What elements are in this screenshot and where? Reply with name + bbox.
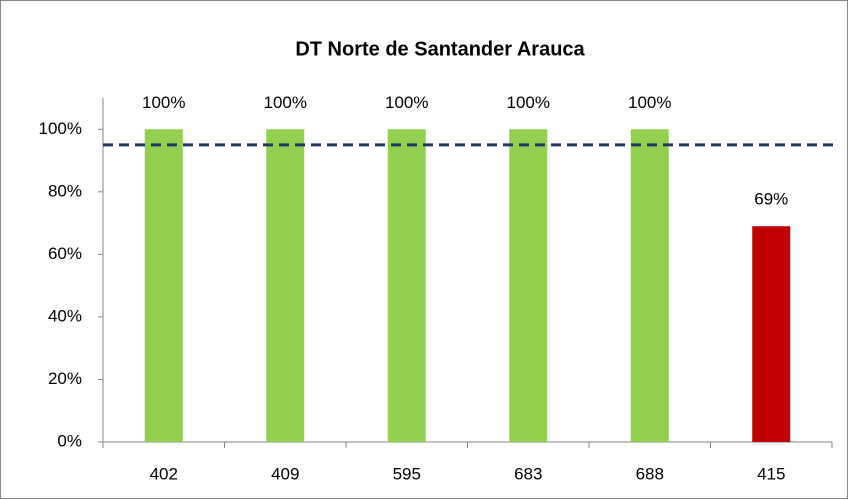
data-label: 100%	[264, 93, 307, 112]
data-label: 100%	[385, 93, 428, 112]
x-tick-label: 688	[636, 464, 664, 483]
bar	[630, 129, 669, 443]
bar	[509, 129, 548, 443]
x-tick-label: 409	[271, 464, 299, 483]
y-tick-label: 100%	[39, 119, 82, 138]
x-tick-label: 402	[150, 464, 178, 483]
y-tick-label: 0%	[57, 431, 82, 450]
x-tick-label: 595	[393, 464, 421, 483]
data-label: 69%	[754, 190, 788, 209]
x-tick-label: 683	[514, 464, 542, 483]
bar	[752, 226, 791, 442]
bar	[266, 129, 305, 443]
y-tick-label: 40%	[48, 306, 82, 325]
y-tick-label: 80%	[48, 181, 82, 200]
data-label: 100%	[628, 93, 671, 112]
data-label: 100%	[142, 93, 185, 112]
data-label: 100%	[507, 93, 550, 112]
y-tick-label: 20%	[48, 369, 82, 388]
y-tick-label: 60%	[48, 244, 82, 263]
x-tick-label: 415	[757, 464, 785, 483]
bar	[387, 129, 426, 443]
bar	[144, 129, 183, 443]
chart-title: DT Norte de Santander Arauca	[295, 38, 585, 60]
